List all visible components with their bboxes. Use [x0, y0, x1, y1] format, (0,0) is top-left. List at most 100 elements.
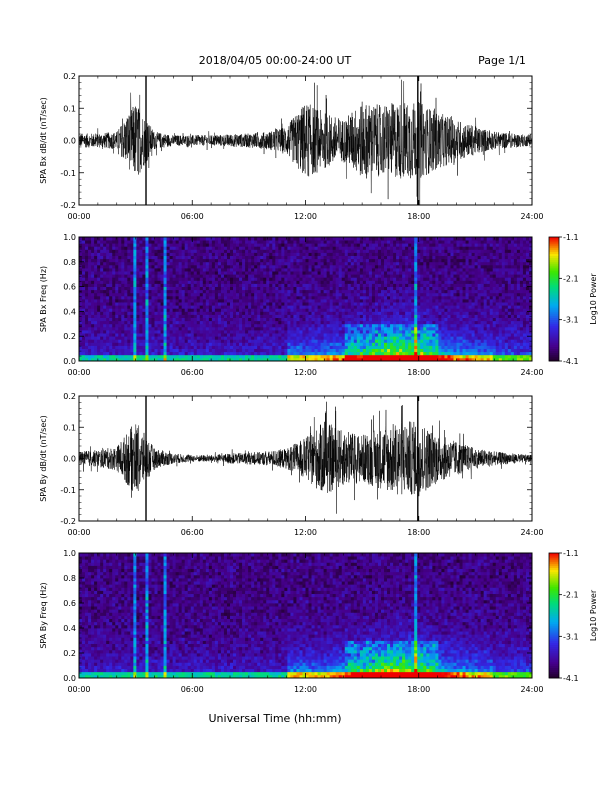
- spectrogram-cell: [181, 249, 186, 253]
- spectrogram-cell: [335, 357, 340, 362]
- spectrogram-cell: [211, 302, 216, 306]
- spectrogram-cell: [396, 295, 400, 300]
- spectrogram-cell: [248, 320, 252, 325]
- spectrogram-cell: [405, 286, 409, 291]
- spectrogram-cell: [196, 243, 201, 247]
- spectrogram-cell: [245, 323, 249, 328]
- spectrogram-cell: [305, 342, 309, 346]
- spectrogram-cell: [202, 326, 207, 331]
- spectrogram-cell: [444, 351, 448, 356]
- spectrogram-cell: [133, 274, 137, 278]
- spectrogram-cell: [275, 311, 279, 315]
- spectrogram-cell: [112, 326, 116, 331]
- spectrogram-cell: [172, 326, 177, 331]
- spectrogram-cell: [302, 246, 306, 250]
- spectrogram-cell: [284, 295, 288, 300]
- spectrogram-cell: [79, 252, 83, 256]
- spectrogram-cell: [432, 354, 436, 359]
- spectrogram-cell: [423, 292, 427, 297]
- spectrogram-cell: [181, 255, 186, 260]
- spectrogram-cell: [139, 342, 143, 346]
- spectrogram-cell: [157, 252, 161, 256]
- spectrogram-cell: [79, 323, 83, 328]
- spectrogram-cell: [115, 320, 119, 325]
- spectrogram-cell: [341, 277, 346, 281]
- spectrogram-cell: [371, 280, 376, 284]
- spectrogram-cell: [275, 243, 279, 247]
- spectrogram-cell: [293, 330, 297, 334]
- spectrogram-cell: [91, 339, 95, 343]
- spectrogram-cell: [130, 348, 134, 353]
- spectrogram-cell: [405, 252, 409, 256]
- spectrogram-cell: [142, 243, 146, 247]
- spectrogram-cell: [88, 271, 92, 275]
- spectrogram-cell: [97, 243, 101, 247]
- spectrogram-cell: [223, 345, 228, 349]
- spectrogram-cell: [202, 246, 207, 250]
- spectrogram-cell: [254, 330, 258, 334]
- spectrogram-cell: [347, 323, 352, 328]
- spectrogram-cell: [432, 252, 436, 256]
- spectrogram-cell: [160, 252, 164, 256]
- spectrogram-cell: [344, 274, 349, 278]
- spectrogram-cell: [423, 320, 427, 325]
- spectrogram-cell: [220, 299, 225, 303]
- spectrogram-cell: [299, 252, 303, 256]
- spectrogram-cell: [293, 264, 297, 269]
- spectrogram-cell: [124, 351, 128, 356]
- spectrogram-cell: [308, 326, 312, 331]
- spectrogram-cell: [142, 246, 146, 250]
- spectrogram-cell: [335, 354, 340, 359]
- spectrogram-cell: [202, 243, 207, 247]
- spectrogram-cell: [239, 333, 243, 337]
- spectrogram-cell: [248, 289, 252, 294]
- spectrogram-cell: [377, 295, 382, 300]
- spectrogram-cell: [396, 326, 400, 331]
- spectrogram-cell: [387, 333, 391, 337]
- spectrogram-cell: [97, 354, 101, 359]
- spectrogram-cell: [314, 302, 318, 306]
- spectrogram-cell: [112, 252, 116, 256]
- spectrogram-cell: [356, 246, 361, 250]
- spectrogram-cell: [435, 255, 439, 260]
- spectrogram-cell: [208, 289, 213, 294]
- spectrogram-cell: [103, 292, 107, 297]
- spectrogram-cell: [368, 348, 373, 353]
- spectrogram-cell: [254, 292, 258, 297]
- spectrogram-cell: [444, 320, 448, 325]
- spectrogram-cell: [311, 345, 315, 349]
- spectrogram-cell: [408, 351, 412, 356]
- spectrogram-cell: [187, 299, 192, 303]
- spectrogram-cell: [145, 286, 149, 291]
- spectrogram-cell: [308, 268, 312, 272]
- spectrogram-cell: [417, 342, 421, 346]
- spectrogram-cell: [178, 333, 183, 337]
- spectrogram-cell: [103, 314, 107, 318]
- spectrogram-cell: [88, 330, 92, 334]
- spectrogram-cell: [326, 295, 331, 300]
- spectrogram-cell: [275, 277, 279, 281]
- spectrogram-cell: [356, 240, 361, 244]
- spectrogram-cell: [390, 243, 394, 247]
- spectrogram-cell: [405, 302, 409, 306]
- spectrogram-cell: [172, 252, 177, 256]
- spectrogram-cell: [142, 351, 146, 356]
- spectrogram-cell: [302, 330, 306, 334]
- spectrogram-cell: [393, 311, 397, 315]
- spectrogram-cell: [341, 320, 346, 325]
- spectrogram-cell: [302, 351, 306, 356]
- spectrogram-cell: [236, 249, 240, 253]
- spectrogram-cell: [335, 342, 340, 346]
- spectrogram-cell: [133, 246, 137, 250]
- spectrogram-cell: [205, 280, 210, 284]
- spectrogram-cell: [287, 308, 291, 312]
- spectrogram-cell: [269, 333, 273, 337]
- spectrogram-cell: [239, 255, 243, 260]
- spectrogram-cell: [387, 357, 391, 362]
- spectrogram-cell: [142, 249, 146, 253]
- spectrogram-cell: [405, 311, 409, 315]
- spectrogram-cell: [356, 308, 361, 312]
- spectrogram-cell: [139, 333, 143, 337]
- spectrogram-cell: [233, 299, 237, 303]
- spectrogram-cell: [335, 292, 340, 297]
